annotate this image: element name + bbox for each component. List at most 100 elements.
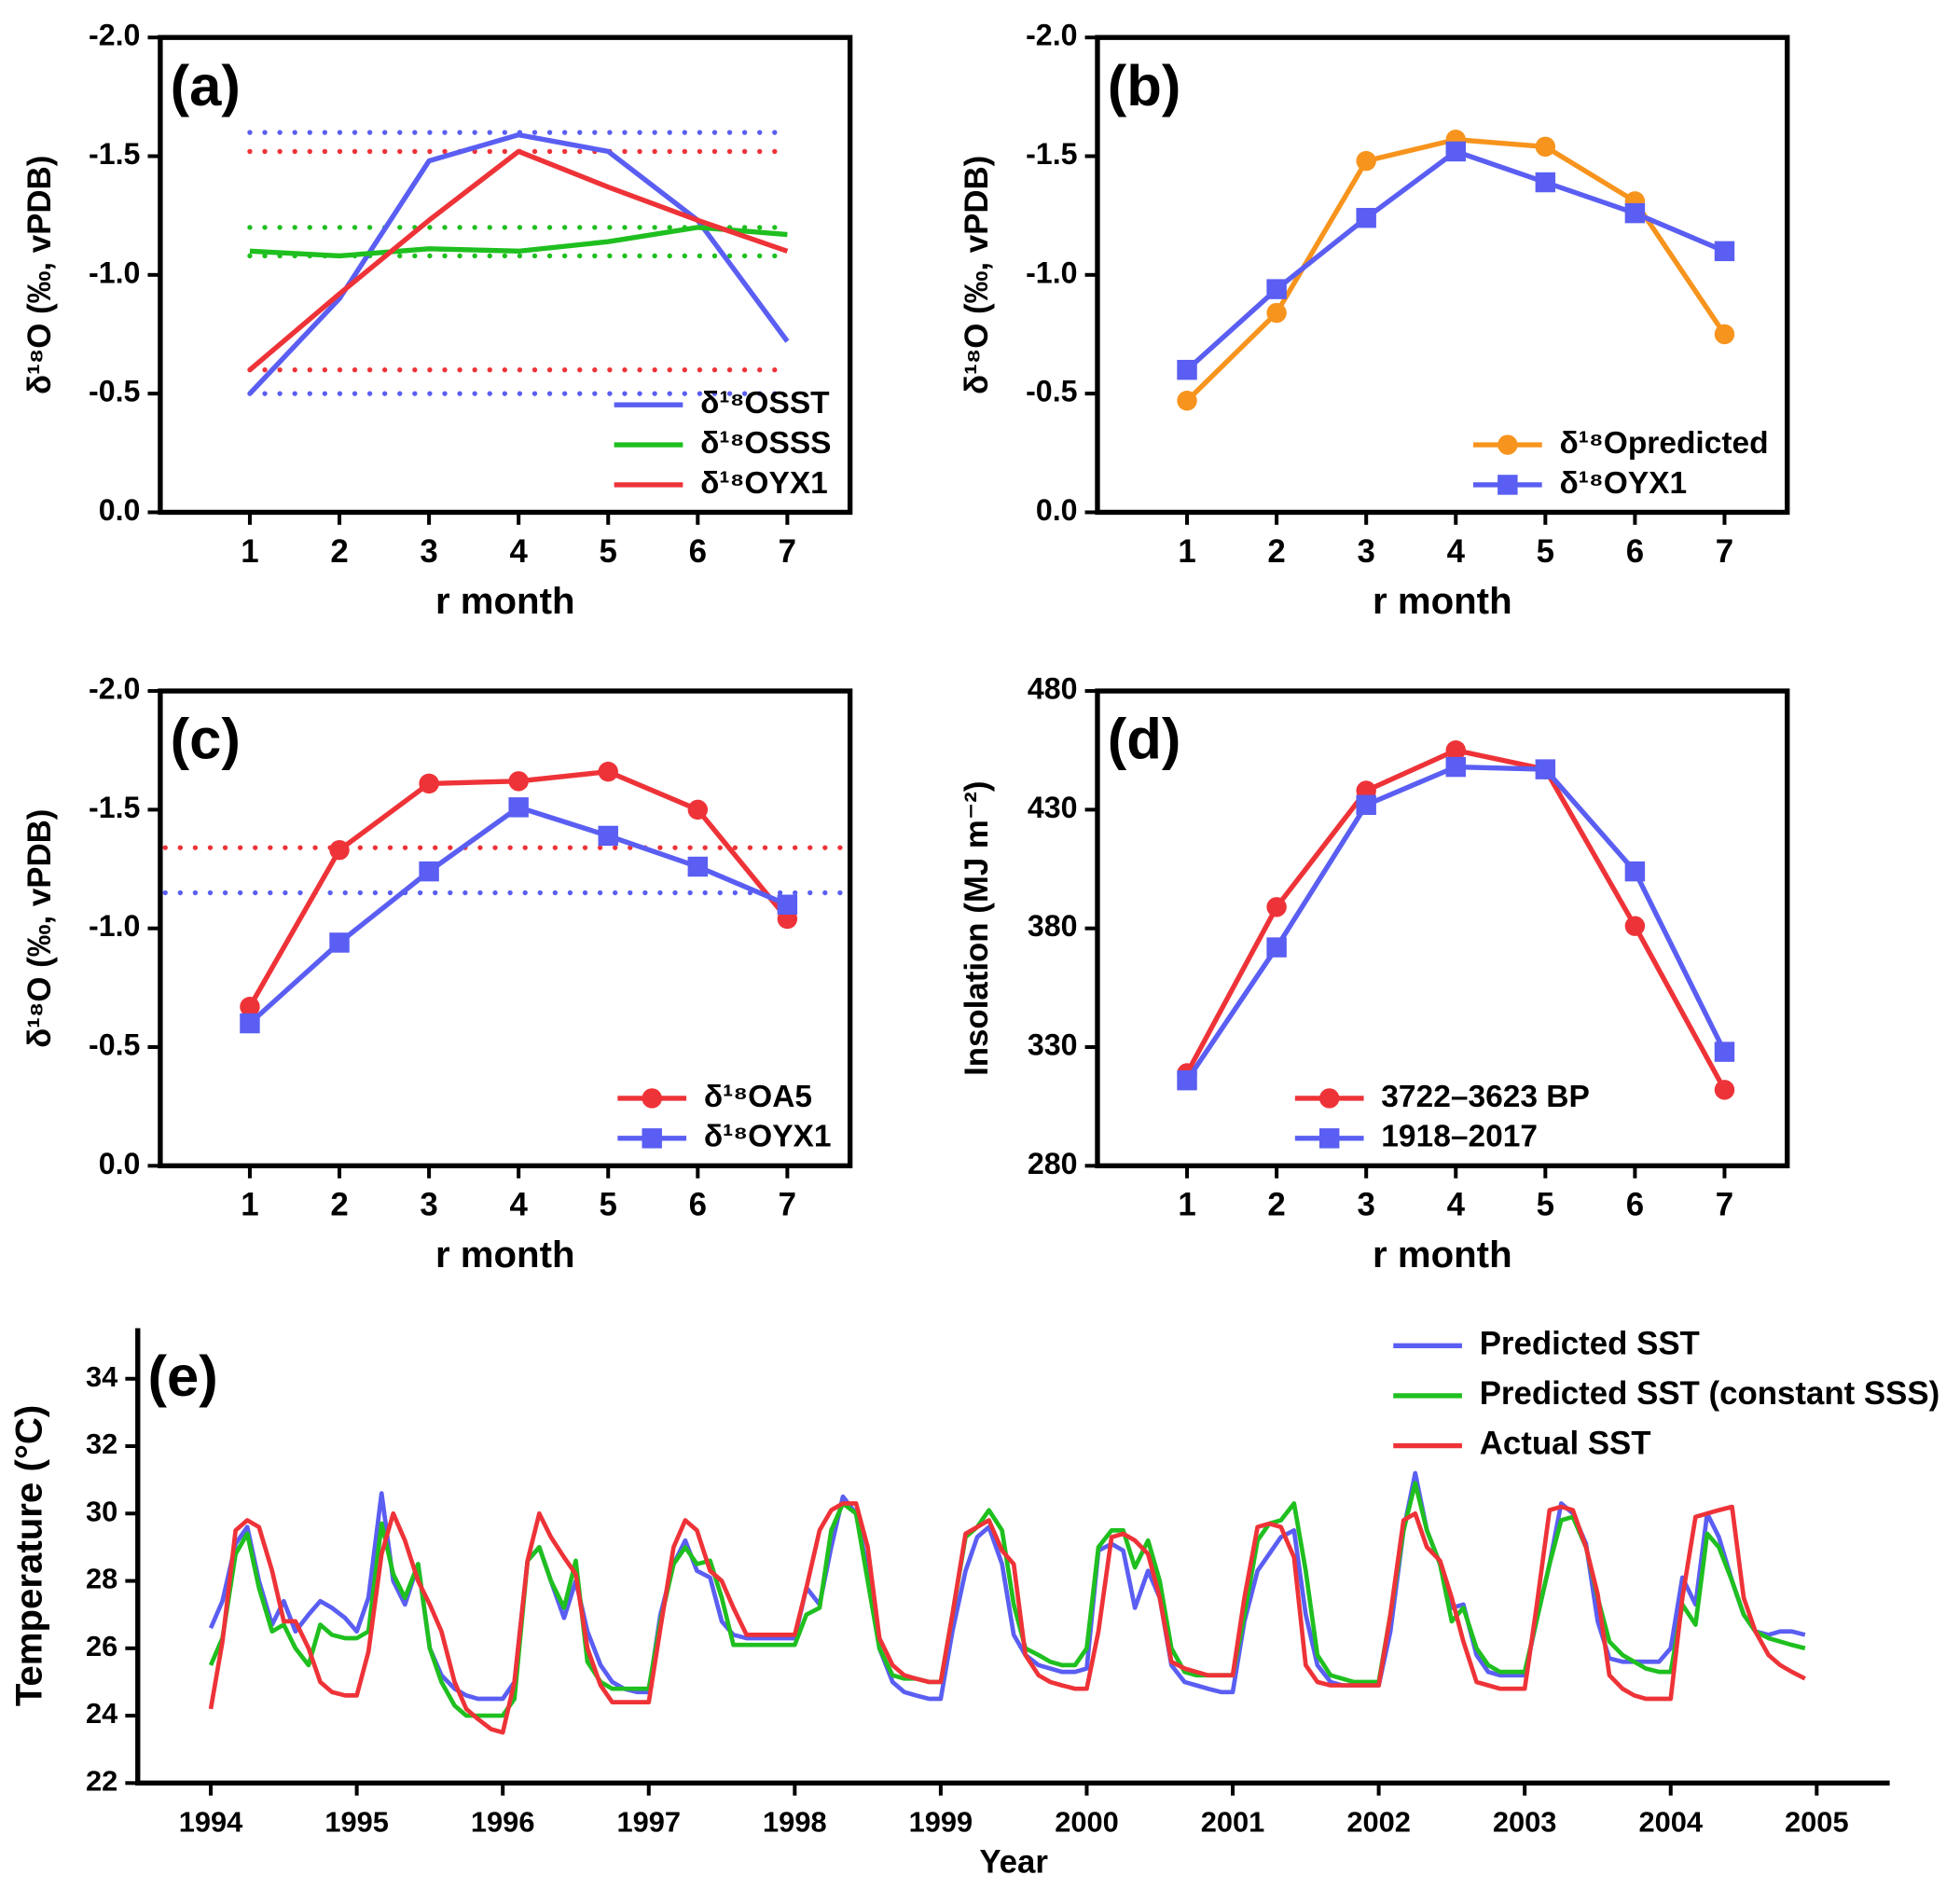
y-axis-title: δ¹⁸O (‰, vPDB) — [959, 156, 995, 394]
y-tick-label: 32 — [86, 1427, 117, 1460]
panel-label: (b) — [1108, 54, 1181, 118]
marker — [687, 856, 709, 877]
marker — [240, 1013, 260, 1034]
marker — [1535, 759, 1556, 779]
x-tick-label: 3 — [420, 1187, 437, 1223]
marker — [1535, 136, 1556, 158]
legend-label: 1918–2017 — [1381, 1120, 1538, 1154]
panel-label: (a) — [171, 54, 241, 118]
y-tick-label: -1.5 — [89, 791, 140, 824]
x-tick-label: 6 — [689, 533, 707, 570]
marker — [419, 773, 439, 794]
y-tick-label: 0.0 — [99, 493, 141, 527]
legend-marker — [1318, 1128, 1340, 1149]
x-axis-title: Year — [979, 1844, 1048, 1881]
x-tick-label: 2004 — [1638, 1806, 1703, 1839]
x-tick-label: 1 — [241, 1187, 258, 1223]
panel-label: (e) — [147, 1345, 217, 1409]
legend-label: δ¹⁸OSSS — [700, 426, 831, 461]
y-axis-title: δ¹⁸O (‰, vPDB) — [21, 156, 58, 394]
legend-label: Actual SST — [1480, 1426, 1651, 1462]
x-tick-label: 1997 — [616, 1806, 681, 1839]
y-tick-label: 28 — [86, 1563, 117, 1595]
x-tick-label: 5 — [600, 533, 617, 570]
marker — [329, 839, 350, 861]
marker — [1266, 937, 1287, 958]
x-tick-label: 1998 — [763, 1806, 827, 1839]
marker — [329, 932, 350, 953]
x-tick-label: 2003 — [1493, 1806, 1557, 1839]
y-tick-label: 24 — [86, 1697, 117, 1730]
y-axis-title: Temperature (°C) — [7, 1405, 49, 1706]
y-tick-label: -1.0 — [89, 255, 140, 289]
marker — [1445, 141, 1466, 162]
marker — [240, 997, 260, 1017]
x-tick-label: 4 — [1447, 533, 1466, 570]
legend-label: δ¹⁸OYX1 — [704, 1120, 832, 1154]
y-tick-label: -1.0 — [89, 909, 140, 943]
marker — [508, 771, 529, 792]
marker — [1445, 756, 1466, 778]
series-line — [249, 225, 788, 259]
y-tick-label: 380 — [1028, 909, 1078, 943]
legend-marker — [1318, 1088, 1340, 1109]
x-tick-label: 4 — [509, 533, 528, 570]
marker — [777, 894, 798, 915]
legend-marker — [642, 1128, 662, 1149]
x-tick-label: 6 — [689, 1187, 707, 1223]
y-tick-label: -0.5 — [1026, 375, 1077, 408]
x-tick-label: 5 — [1537, 1187, 1554, 1223]
marker — [1266, 279, 1287, 299]
y-tick-label: -1.5 — [1026, 137, 1077, 171]
legend-label: Predicted SST (constant SSS) — [1480, 1375, 1939, 1412]
marker — [1356, 207, 1376, 228]
y-axis-title: Insolation (MJ m⁻²) — [959, 781, 995, 1076]
x-tick-label: 7 — [779, 533, 796, 570]
series-line — [1184, 748, 1727, 1092]
y-tick-label: -2.0 — [1026, 19, 1077, 52]
y-tick-label: 430 — [1028, 791, 1078, 824]
legend-label: 3722–3623 BP — [1381, 1080, 1590, 1114]
marker — [1624, 861, 1646, 882]
series-line — [208, 1501, 1806, 1735]
x-axis-title: r month — [435, 580, 575, 622]
legend-marker — [1498, 475, 1518, 495]
x-tick-label: 3 — [1357, 1187, 1374, 1223]
marker — [1356, 794, 1376, 816]
marker — [1266, 897, 1287, 917]
marker — [1624, 202, 1646, 224]
legend-label: δ¹⁸OYX1 — [1559, 466, 1687, 501]
marker — [1177, 359, 1197, 380]
legend-marker — [1498, 434, 1518, 455]
y-tick-label: 0.0 — [1036, 493, 1078, 527]
x-tick-label: 4 — [1447, 1187, 1466, 1223]
marker — [1624, 916, 1646, 936]
legend-marker — [642, 1088, 662, 1109]
x-tick-label: 2 — [330, 1187, 348, 1223]
x-axis-title: r month — [435, 1234, 575, 1276]
x-tick-label: 1999 — [909, 1806, 973, 1839]
x-axis-title: r month — [1373, 1234, 1512, 1276]
marker — [1535, 172, 1556, 193]
x-tick-label: 7 — [1716, 533, 1733, 570]
x-tick-label: 2001 — [1201, 1806, 1265, 1839]
marker — [598, 825, 618, 847]
marker — [1714, 324, 1735, 345]
y-tick-label: -0.5 — [89, 1028, 140, 1062]
y-tick-label: 480 — [1028, 672, 1078, 706]
x-tick-label: 3 — [420, 533, 437, 570]
series-line — [1185, 137, 1727, 403]
y-tick-label: 280 — [1028, 1147, 1078, 1180]
legend-label: δ¹⁸OSST — [700, 386, 830, 421]
x-tick-label: 2 — [1267, 1187, 1285, 1223]
y-tick-label: -0.5 — [89, 375, 140, 408]
y-tick-label: -1.5 — [89, 137, 140, 171]
series-line — [1185, 148, 1726, 372]
x-tick-label: 1996 — [471, 1806, 535, 1839]
y-tick-label: 30 — [86, 1495, 117, 1527]
x-tick-label: 7 — [1716, 1187, 1733, 1223]
series-line — [248, 148, 789, 372]
y-tick-label: 34 — [86, 1360, 117, 1393]
x-tick-label: 1 — [1178, 1187, 1195, 1223]
